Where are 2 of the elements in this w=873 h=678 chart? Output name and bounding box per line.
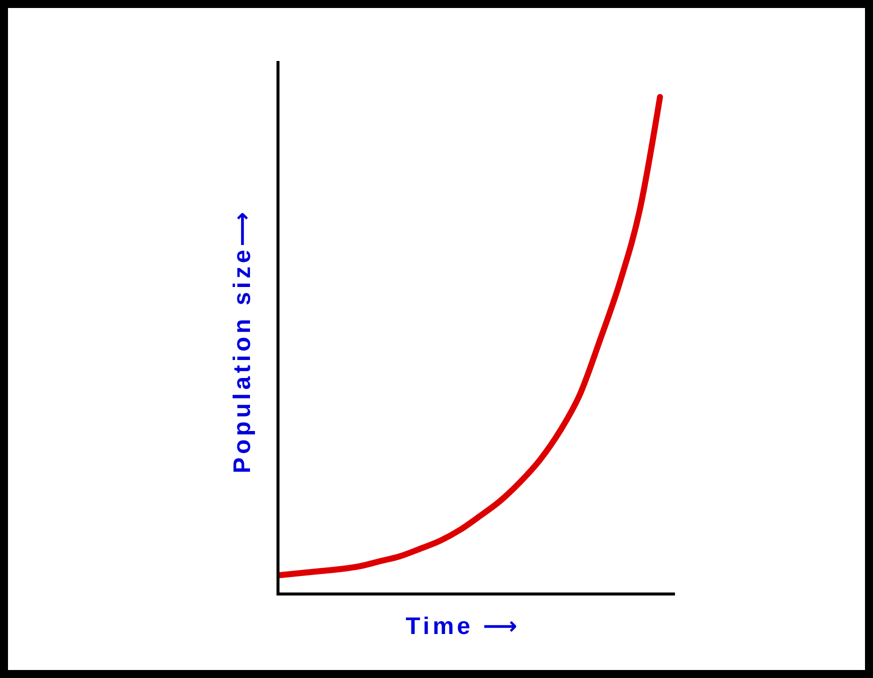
- y-axis-title: Population size⟶: [229, 208, 256, 474]
- x-axis-title: Time ⟶: [406, 613, 520, 640]
